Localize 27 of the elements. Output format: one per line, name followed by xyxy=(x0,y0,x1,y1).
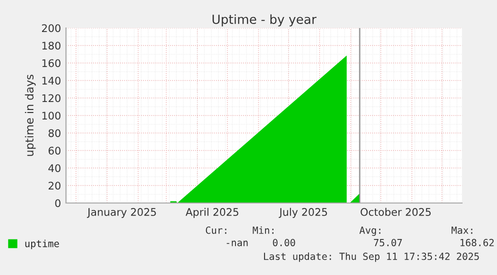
x-tick-label: October 2025 xyxy=(360,208,431,216)
y-tick-label: 40 xyxy=(48,164,60,172)
text: Min: xyxy=(252,226,274,234)
text: Last update: Thu Sep 11 17:35:42 2025 xyxy=(264,252,479,262)
x-tick-label: April 2025 xyxy=(186,208,238,218)
y-tick-label: 200 xyxy=(42,24,60,32)
y-tick-label: 140 xyxy=(42,76,60,85)
chart-title: Uptime - by year xyxy=(212,14,316,26)
x-tick-label: January 2025 xyxy=(86,208,156,218)
y-axis-title: uptime in days xyxy=(24,74,36,156)
y-tick-label: 0 xyxy=(55,199,60,208)
legend-label: uptime xyxy=(25,240,59,250)
text: Cur: xyxy=(206,226,226,234)
y-tick-label: 120 xyxy=(42,94,60,102)
y-tick-label: 20 xyxy=(48,182,60,190)
text: -nan xyxy=(226,240,248,246)
y-tick-label: 80 xyxy=(48,129,60,138)
text: Avg: xyxy=(359,226,380,236)
y-tick-label: 160 xyxy=(42,59,60,68)
text: Max: xyxy=(452,226,472,234)
y-tick-label: 60 xyxy=(48,146,60,155)
text: 0.00 xyxy=(272,238,296,246)
y-tick-label: 180 xyxy=(42,42,60,50)
text: 168.62 xyxy=(460,238,494,246)
x-tick-label: July 2025 xyxy=(278,208,327,218)
text: 75.07 xyxy=(374,238,402,246)
y-tick-label: 100 xyxy=(42,112,60,120)
